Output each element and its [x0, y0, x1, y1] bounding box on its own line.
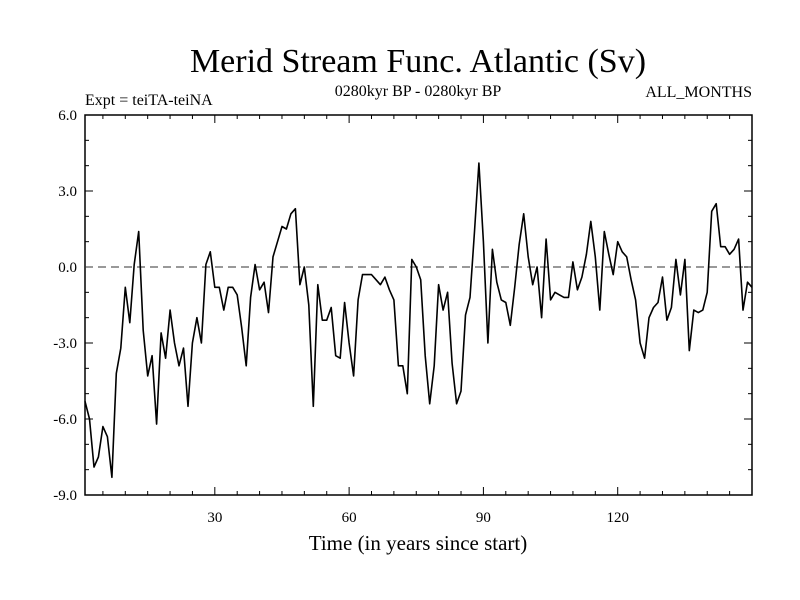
y-axis: -9.0 -6.0 -3.0 0.0 3.0 6.0	[53, 108, 752, 504]
chart-title: Merid Stream Func. Atlantic (Sv)	[190, 43, 646, 80]
x-axis-label: Time (in years since start)	[309, 531, 528, 555]
y-tick-label: -3.0	[53, 336, 77, 352]
subtitle-period: 0280kyr BP - 0280kyr BP	[335, 83, 502, 100]
x-tick-label: 60	[342, 510, 357, 526]
y-tick-label: 3.0	[58, 184, 77, 200]
y-tick-label: -6.0	[53, 412, 77, 428]
plot-frame	[84, 114, 753, 496]
series-line	[84, 162, 753, 479]
x-tick-label: 90	[476, 510, 491, 526]
x-tick-label: 120	[606, 510, 629, 526]
y-tick-label: 6.0	[58, 108, 77, 124]
x-axis: 30 60 90 120	[102, 115, 731, 526]
y-tick-label: -9.0	[53, 488, 77, 504]
x-tick-label: 30	[207, 510, 222, 526]
subtitle-months: ALL_MONTHS	[645, 84, 752, 101]
subtitle-experiment: Expt = teiTA-teiNA	[85, 92, 213, 109]
y-tick-label: 0.0	[58, 260, 77, 276]
